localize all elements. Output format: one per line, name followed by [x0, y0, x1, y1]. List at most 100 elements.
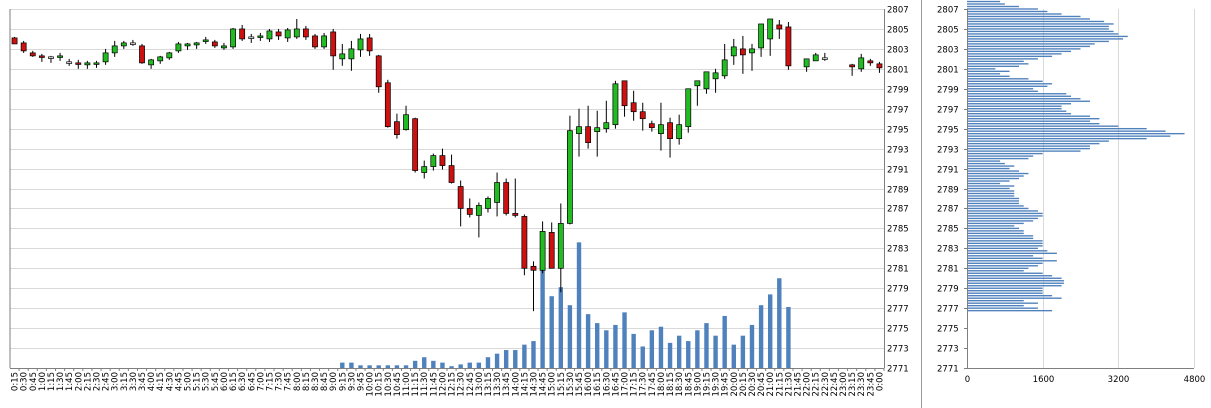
candle-body: [57, 55, 63, 58]
profile-bar: [967, 70, 1010, 73]
candle-body: [403, 114, 409, 131]
candle-body: [339, 53, 346, 60]
x-tick-label: 15:45: [575, 372, 585, 397]
y-tick-label: 2781: [937, 265, 959, 275]
x-tick-label: 9:00: [329, 372, 339, 391]
x-tick-label: 10:45: [393, 372, 403, 397]
profile-bar: [967, 307, 1038, 309]
profile-bar: [967, 132, 1185, 135]
profile-bar: [967, 135, 1171, 137]
y-tick-label: 2787: [937, 205, 959, 215]
profile-bar: [967, 10, 1048, 13]
volume-bar: [367, 365, 372, 368]
profile-bar: [967, 260, 1057, 262]
profile-bar: [967, 142, 1100, 145]
volume-bar: [567, 305, 573, 368]
profile-bar: [967, 170, 1020, 172]
x-tick-label: 14:00: [511, 372, 521, 397]
profile-bar: [967, 23, 1114, 25]
profile-bar: [967, 60, 1024, 63]
candle-body: [758, 23, 764, 49]
candle-body: [494, 182, 500, 203]
volume-bar: [731, 344, 736, 368]
x-tick-label: 23:00: [839, 372, 849, 397]
x-tick-label: 14:15: [520, 372, 530, 397]
profile-bar: [967, 137, 1147, 140]
profile-bar: [967, 35, 1128, 38]
volume-bar: [440, 362, 445, 368]
y-tick-label: 2807: [887, 6, 909, 16]
candle-body: [120, 42, 127, 47]
x-tick-label: 7:30: [275, 372, 285, 391]
volume-bar: [595, 323, 600, 368]
y-tick-label: 2783: [937, 245, 959, 255]
profile-bar: [967, 75, 1010, 77]
x-tick-label: 0:45: [29, 372, 39, 391]
volume-bar: [676, 335, 682, 368]
y-tick-label: 2795: [887, 126, 909, 136]
volume-bar: [494, 353, 500, 368]
profile-bar: [967, 200, 1020, 202]
x-tick-label: 18:30: [675, 372, 685, 397]
candle-body: [521, 216, 528, 269]
profile-bar: [967, 55, 1053, 58]
volume-bar: [713, 335, 718, 368]
profile-bar: [967, 195, 1015, 197]
profile-bar: [967, 197, 1020, 200]
x-tick-label: 22:00: [803, 372, 813, 397]
profile-bar: [967, 30, 1114, 33]
candle-body: [193, 42, 200, 46]
profile-bar: [967, 270, 1024, 272]
x-tick-label: 3:15: [120, 372, 130, 391]
volume-bar: [385, 365, 391, 368]
volume-bar: [667, 342, 673, 368]
profile-bar: [967, 83, 1053, 85]
profile-bar: [967, 78, 1029, 80]
candle-body: [767, 18, 774, 40]
candle-body: [221, 45, 227, 49]
profile-bar: [967, 3, 1005, 5]
profile-bar: [967, 25, 1109, 28]
x-tick-label: 1600: [1033, 375, 1055, 385]
x-tick-label: 12:15: [448, 372, 458, 397]
candle-body: [148, 59, 155, 66]
y-tick-label: 2791: [887, 166, 909, 176]
y-tick-label: 2773: [937, 345, 959, 355]
volume-bar: [422, 357, 427, 368]
profile-bar: [967, 304, 1024, 307]
x-tick-label: 21:15: [775, 372, 785, 397]
volume-bar: [376, 365, 381, 368]
profile-bar: [967, 267, 1029, 269]
x-tick-label: 11:00: [402, 372, 412, 397]
candle-body: [93, 62, 100, 65]
profile-bar: [967, 65, 1020, 68]
profile-bar: [967, 40, 1109, 43]
x-tick-label: 0:30: [20, 372, 30, 391]
candle-body: [202, 39, 209, 42]
candle-body: [466, 208, 473, 215]
profile-bar: [967, 302, 1038, 304]
profile-bar: [967, 205, 1024, 207]
x-tick-label: 13:15: [484, 372, 494, 397]
profile-bar: [967, 215, 1043, 217]
x-tick-label: 23:45: [866, 372, 876, 397]
profile-bar: [967, 152, 1043, 155]
y-tick-label: 2771: [887, 365, 909, 375]
candle-body: [803, 58, 810, 68]
volume-bar: [658, 326, 664, 368]
candle-body: [284, 29, 291, 39]
y-tick-label: 2783: [887, 245, 909, 255]
candle-body: [448, 165, 455, 183]
profile-bar: [967, 18, 1090, 20]
y-tick-label: 2801: [887, 66, 909, 76]
x-tick-label: 0:15: [11, 372, 21, 391]
volume-bar: [704, 323, 709, 368]
x-tick-label: 12:00: [438, 372, 448, 397]
x-tick-label: 7:00: [256, 372, 266, 391]
candle-body: [685, 88, 692, 128]
x-tick-label: 19:15: [702, 372, 712, 397]
candle-body: [749, 48, 755, 54]
profile-bar: [967, 235, 1034, 237]
x-tick-label: 21:45: [794, 372, 804, 397]
